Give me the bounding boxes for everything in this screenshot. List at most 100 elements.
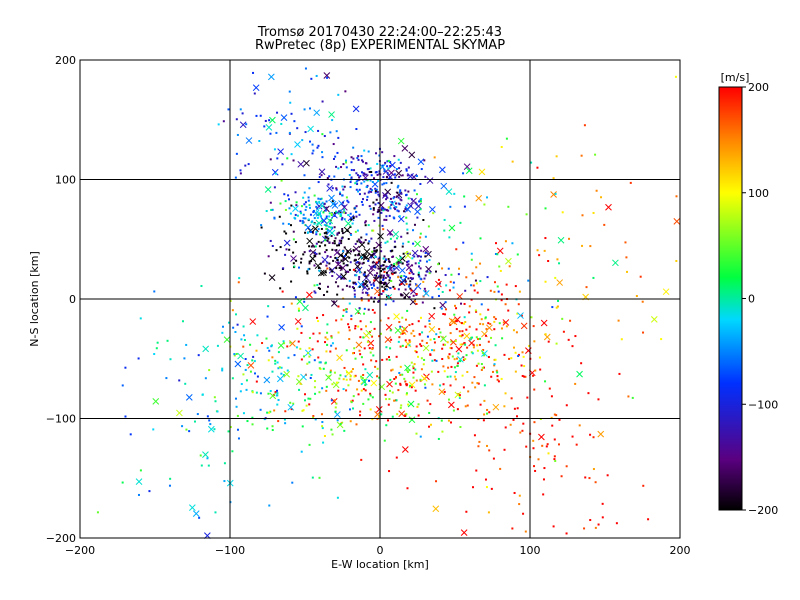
data-point [366,269,374,277]
data-point [553,438,556,441]
data-point [280,114,288,121]
data-point [299,219,302,222]
data-point [370,379,378,387]
data-point [455,307,458,310]
data-point [326,290,329,293]
data-point [337,285,340,288]
data-point [403,296,406,299]
data-point [553,413,556,416]
data-point [624,241,627,244]
data-point [392,300,395,303]
data-point [393,196,396,199]
data-point [297,307,300,310]
data-point [316,208,319,211]
data-point [409,280,412,283]
data-point [318,176,321,179]
data-point [425,260,428,263]
data-point [523,365,526,368]
data-point [438,327,441,330]
data-point [465,354,468,357]
colorbar-tick-label: 0 [748,293,755,306]
data-point [574,382,577,385]
data-point [355,128,358,131]
y-tick-label: 100 [55,174,76,187]
data-point [238,277,241,280]
data-point [340,254,343,257]
data-point [393,271,396,274]
data-point [397,389,400,392]
data-point [216,410,219,413]
data-point [404,339,407,342]
data-point [477,382,480,385]
data-point [362,363,365,366]
data-point [482,348,485,351]
data-point [399,325,402,328]
data-point [380,270,383,273]
data-point [389,164,392,167]
data-point [309,206,312,209]
data-point [543,249,546,252]
data-point [390,269,393,272]
data-point [409,276,412,279]
data-point [407,173,414,180]
data-point [359,175,362,178]
data-point [350,168,353,171]
data-point [498,265,501,268]
data-point [419,255,422,258]
data-point [401,344,404,347]
data-point [331,275,334,278]
data-point [424,251,427,254]
data-point [557,236,565,244]
data-point [453,313,456,316]
data-point [367,308,370,311]
data-point [242,373,245,376]
data-point [348,326,351,329]
data-point [350,318,353,321]
colorbar-tick-label: −200 [748,504,778,517]
data-point [589,519,592,522]
data-point [468,339,475,347]
data-point [576,370,583,378]
data-point [231,377,234,380]
data-point [369,394,372,397]
data-point [377,201,385,209]
data-point [417,262,420,265]
data-point [460,335,463,338]
data-point [397,261,400,264]
data-point [323,202,326,205]
data-point [399,382,402,385]
data-point [372,201,375,204]
data-point [374,277,377,280]
data-point [502,321,505,324]
data-point [330,212,333,215]
data-point [473,289,476,292]
data-point [328,175,331,178]
data-point [384,281,387,284]
data-point [378,376,381,379]
data-point [239,121,247,129]
data-point [373,247,376,250]
data-point [319,215,322,218]
data-point [358,176,361,179]
data-point [466,404,469,407]
data-point [315,74,318,77]
data-point [389,287,392,290]
data-point [246,420,249,423]
data-point [373,279,376,282]
data-point [395,169,403,177]
data-point [352,287,355,290]
data-point [410,197,417,205]
data-point [460,529,468,536]
data-point [380,292,383,295]
data-point [416,255,419,258]
data-point [431,383,434,386]
data-point [470,298,473,301]
data-point [334,261,342,268]
data-point [287,194,290,197]
data-point [421,331,424,334]
data-point [273,186,276,189]
data-point [504,240,507,243]
data-point [589,245,592,248]
data-point [355,274,358,277]
data-point [483,399,486,402]
